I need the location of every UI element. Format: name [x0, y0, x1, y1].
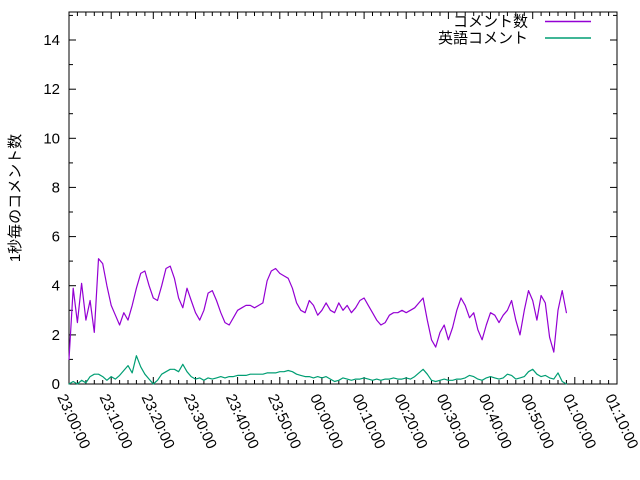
y-axis-ticks	[69, 14, 617, 385]
x-tick-label: 23:20:00	[138, 392, 178, 452]
y-tick-label: 12	[43, 81, 60, 98]
y-tick-label: 2	[52, 327, 60, 344]
y-axis-title: 1秒毎のコメント数	[7, 134, 24, 262]
plot-border	[68, 11, 618, 385]
x-tick-label: 00:00:00	[306, 392, 346, 452]
legend-label-1: 英語コメント	[438, 29, 528, 47]
x-tick-label: 00:10:00	[348, 392, 388, 452]
plot-border-rect	[68, 11, 618, 385]
series-line-0	[68, 258, 568, 360]
series-line-1	[68, 355, 568, 385]
y-tick-label: 10	[43, 130, 60, 147]
x-tick-label: 00:30:00	[433, 392, 473, 452]
x-axis-ticks	[68, 12, 618, 384]
x-tick-label: 23:10:00	[96, 392, 136, 452]
y-axis-title-text: 1秒毎のコメント数	[7, 134, 24, 262]
x-tick-labels: 23:00:00 23:10:00 23:20:00 23:30:00 23:40:00…	[53, 392, 640, 452]
y-tick-label: 8	[52, 179, 60, 196]
y-tick-labels: 0 2 4 6 8 10 12 14	[43, 32, 60, 393]
x-tick-label: 23:50:00	[264, 392, 304, 452]
x-tick-label: 01:00:00	[559, 392, 599, 452]
legend-label-0: コメント数	[453, 14, 528, 31]
x-tick-label: 00:50:00	[517, 392, 557, 452]
x-tick-label: 23:30:00	[180, 392, 220, 452]
series-lines	[68, 258, 568, 385]
x-tick-label: 23:00:00	[53, 392, 93, 452]
y-tick-label: 14	[43, 32, 60, 49]
x-tick-label: 00:20:00	[391, 392, 431, 452]
x-tick-label: 23:40:00	[222, 392, 262, 452]
x-tick-label: 01:10:00	[601, 392, 640, 452]
x-tick-label: 00:40:00	[475, 392, 515, 452]
y-tick-label: 0	[52, 376, 60, 393]
y-tick-label: 6	[52, 229, 60, 246]
y-tick-label: 4	[52, 278, 60, 295]
